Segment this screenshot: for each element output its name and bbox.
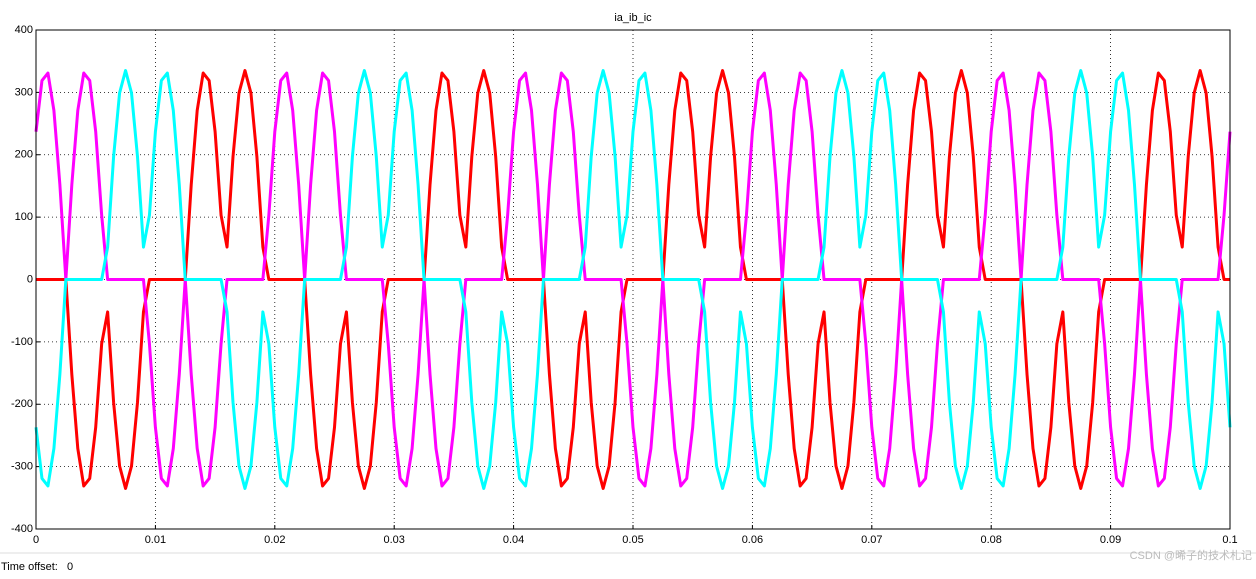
plot-frame [35, 29, 1231, 530]
x-tick-label: 0.08 [980, 534, 1001, 546]
series-line [34, 71, 1232, 488]
x-tick-label: 0.02 [264, 534, 285, 546]
chart-title: ia_ib_ic [614, 12, 652, 24]
y-tick-label: -200 [11, 398, 33, 410]
series-line [36, 69, 1230, 490]
x-tick-label: 0.1 [1222, 534, 1237, 546]
x-tick-label: 0.01 [145, 534, 166, 546]
x-tick-label: 0.03 [383, 534, 404, 546]
plot-lines [34, 69, 1232, 490]
x-tick-label: 0.06 [742, 534, 763, 546]
y-tick-label: -100 [11, 336, 33, 348]
series-line [34, 69, 1232, 490]
x-tick-label: 0.07 [861, 534, 882, 546]
time-offset-label: Time offset: [1, 561, 58, 573]
y-tick-label: -400 [11, 523, 33, 535]
y-tick-label: -300 [11, 461, 33, 473]
y-tick-label: 400 [15, 24, 33, 36]
y-tick-label: 100 [15, 211, 33, 223]
time-offset-value: 0 [67, 561, 73, 573]
x-tick-label: 0.09 [1100, 534, 1121, 546]
y-tick-label: 200 [15, 149, 33, 161]
watermark: CSDN @晞子的技术札记 [1130, 548, 1252, 562]
x-tick-label: 0 [33, 534, 39, 546]
y-tick-label: 0 [27, 273, 33, 285]
x-tick-label: 0.05 [622, 534, 643, 546]
y-tick-label: 300 [15, 86, 33, 98]
x-tick-label: 0.04 [503, 534, 524, 546]
